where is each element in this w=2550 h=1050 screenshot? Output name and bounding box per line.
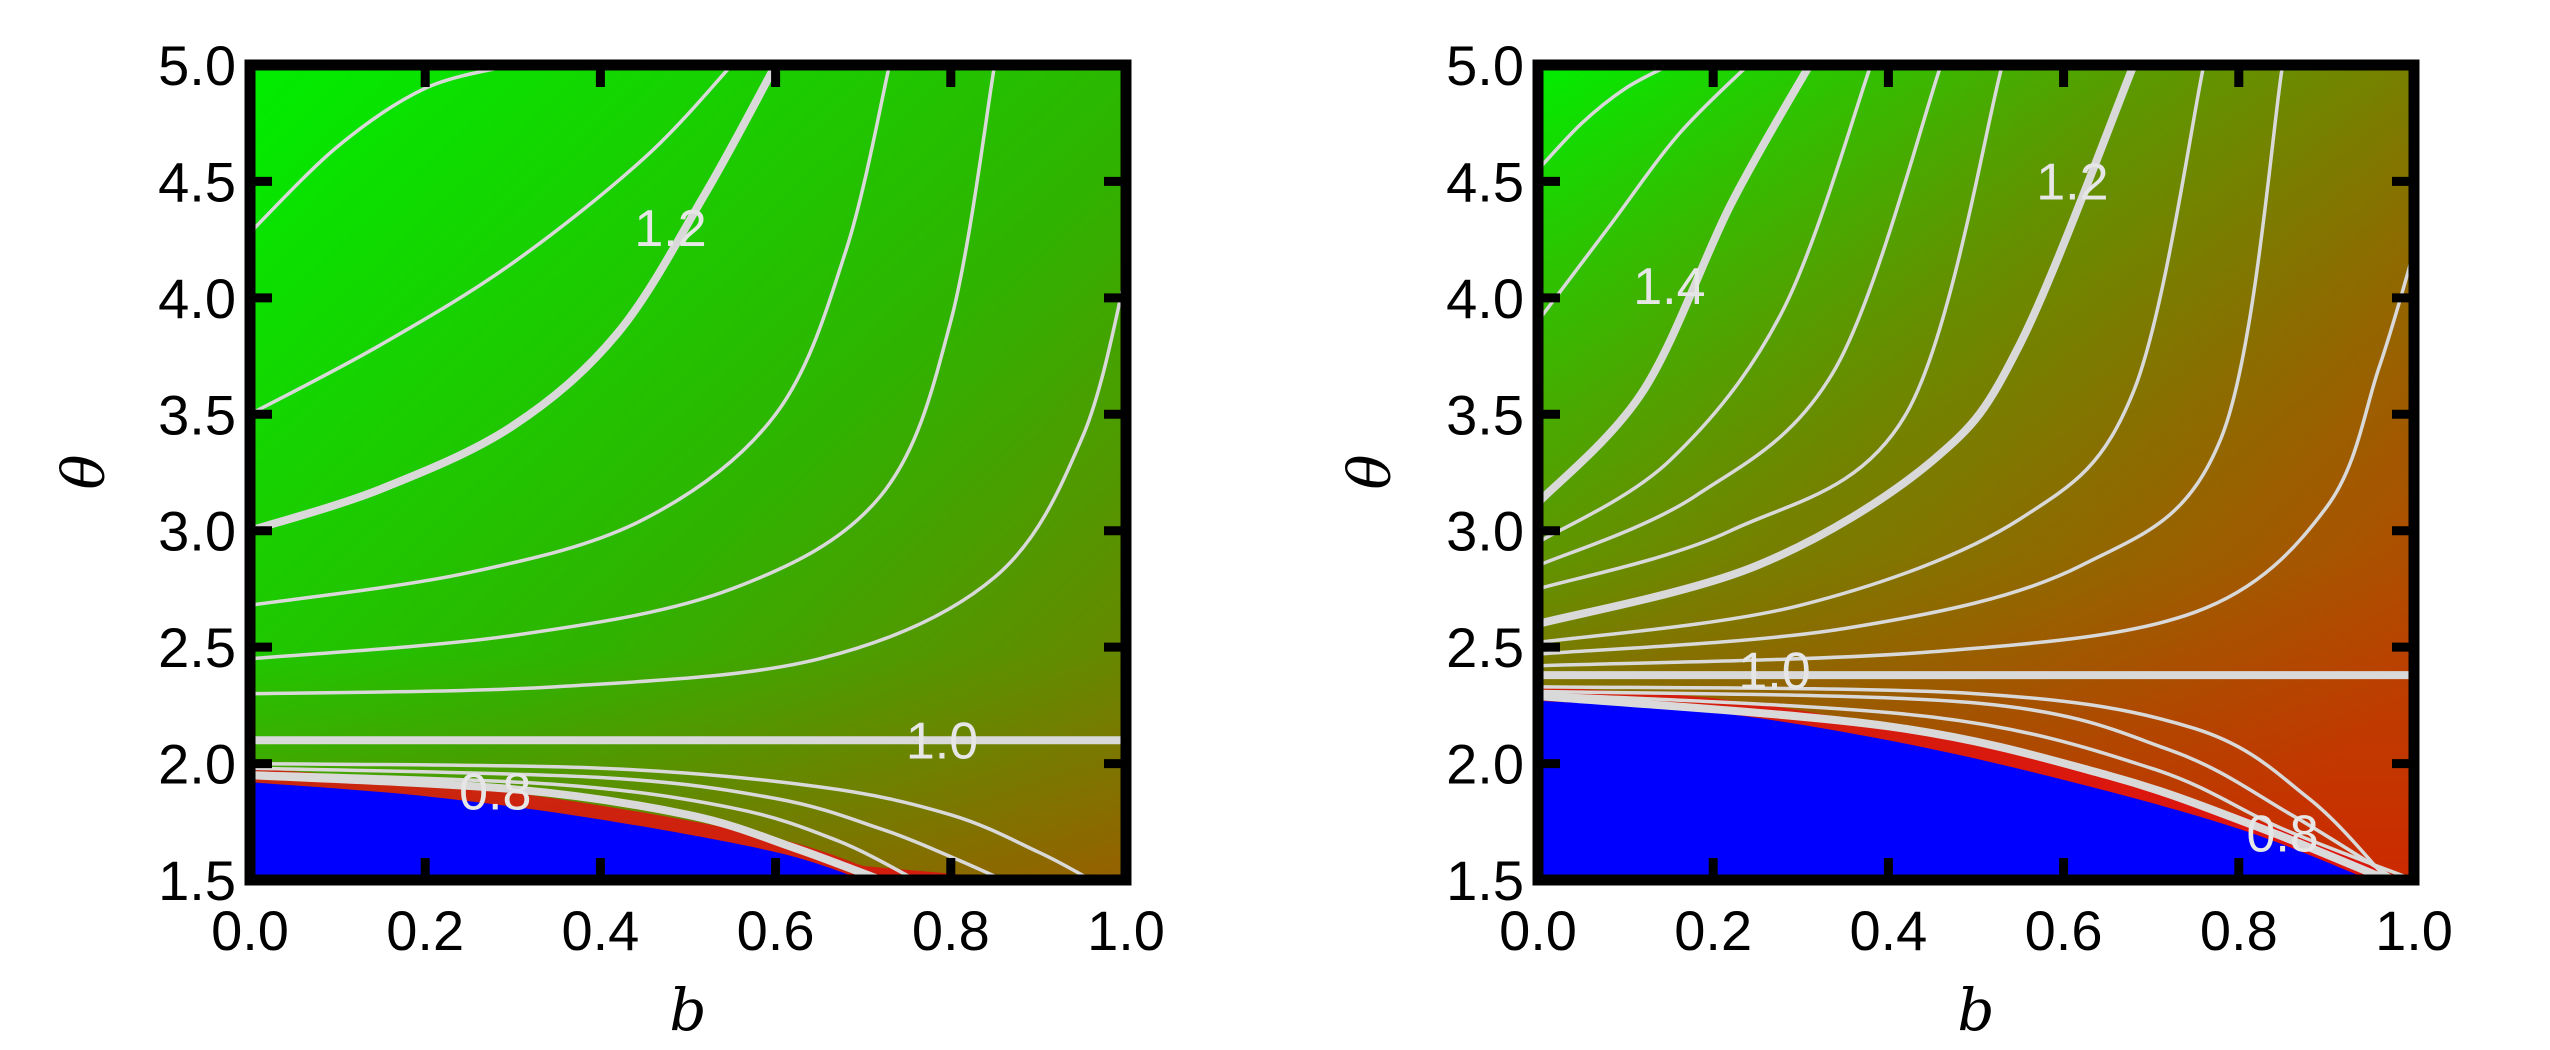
right-contour-line-1-4 (1538, 65, 1814, 507)
right-contour-line-1-35 (1538, 65, 1873, 545)
right-y-tick-label: 4.0 (1446, 267, 1524, 330)
left-contour-line-1-3 (250, 65, 734, 417)
left-y-tick-label: 1.5 (158, 849, 236, 912)
right-x-tick-label: 0.4 (1849, 899, 1927, 962)
left-x-axis-label: b (669, 976, 706, 1044)
left-panel: 1.2 1.0 0.8 0.0 0.2 0.4 0.6 0.8 1.0 1.5 2.0 2.5 3.0… (50, 34, 1165, 1044)
right-contour-line-1-3 (1538, 65, 1943, 568)
right-y-tick-label: 2.0 (1446, 733, 1524, 796)
right-plot-frame (1532, 59, 2420, 886)
right-contour-line-1-5 (1538, 65, 1672, 172)
left-x-tick-label: 0.6 (737, 899, 815, 962)
left-contour-label: 1.2 (634, 200, 706, 258)
right-y-tick-label: 5.0 (1446, 34, 1524, 97)
right-x-axis-label: b (1957, 976, 1994, 1044)
left-y-tick-label: 2.0 (158, 733, 236, 796)
right-contour-line-1-1 (1538, 65, 2285, 656)
right-y-tick-label: 1.5 (1446, 849, 1524, 912)
left-x-tick-label: 0.4 (561, 899, 639, 962)
right-x-tick-label: 0.6 (2025, 899, 2103, 962)
left-contour-line-0-8 (250, 771, 885, 880)
right-x-tick-label: 1.0 (2375, 899, 2453, 962)
right-contour-label: 1.4 (1633, 258, 1705, 316)
right-contour-line-0-85 (1538, 691, 2414, 880)
left-x-tick-label: 0.0 (211, 899, 289, 962)
right-x-tick-label: 0.2 (1674, 899, 1752, 962)
left-y-axis-label: θ (50, 455, 118, 490)
right-contour-line-0-8 (1538, 692, 2392, 880)
left-x-tick-label: 0.8 (912, 899, 990, 962)
left-contour-line-1-1 (250, 65, 997, 661)
right-contour-line-0-9 (1538, 689, 2399, 880)
right-contour-line-1-2 (1538, 65, 2138, 628)
left-x-tick-label: 0.2 (386, 899, 464, 962)
left-contour-line-1-4 (250, 65, 515, 235)
right-contour-label: 0.8 (2246, 805, 2318, 863)
left-contour-line-1-2 (250, 65, 780, 535)
left-contour-line-1-15 (250, 65, 892, 607)
left-blue-region (250, 782, 864, 880)
right-panel: 1.4 1.2 1.0 0.8 0.0 0.2 0.4 0.6 0.8 1.0 1.5 2.0 2.5… (1336, 34, 2453, 1044)
left-y-tick-label: 4.5 (158, 150, 236, 213)
right-contour-line-1-25 (1538, 65, 2005, 591)
right-contour-label: 1.2 (2036, 153, 2108, 211)
right-x-tick-label: 0.0 (1499, 899, 1577, 962)
right-contour-line-1-15 (1538, 65, 2206, 645)
right-contour-line-1-05 (1538, 249, 2414, 668)
right-contour-line-0-95 (1538, 684, 2390, 880)
left-y-tick-label: 2.5 (158, 616, 236, 679)
left-y-tick-label: 3.0 (158, 500, 236, 563)
right-x-tick-label: 0.8 (2200, 899, 2278, 962)
right-contour-label: 1.0 (1738, 642, 1810, 700)
right-y-tick-label: 4.5 (1446, 150, 1524, 213)
left-y-tick-label: 4.0 (158, 267, 236, 330)
left-contour-line-0-85 (250, 771, 918, 880)
left-contour-line-1-05 (250, 272, 1126, 696)
left-y-tick-label: 3.5 (158, 383, 236, 446)
right-blue-region (1538, 700, 2371, 880)
left-y-tick-label: 5.0 (158, 34, 236, 97)
right-y-tick-label: 3.0 (1446, 500, 1524, 563)
left-contour-line-0-95 (250, 761, 1093, 880)
left-contour-line-0-9 (250, 766, 1006, 880)
right-y-axis-label: θ (1336, 455, 1404, 490)
left-contour-label: 1.0 (906, 712, 978, 770)
left-x-tick-label: 1.0 (1087, 899, 1165, 962)
right-contour-line-1-45 (1538, 65, 1750, 323)
right-y-tick-label: 2.5 (1446, 616, 1524, 679)
left-contour-label: 0.8 (459, 764, 531, 822)
left-plot-frame (244, 59, 1132, 886)
right-y-tick-label: 3.5 (1446, 383, 1524, 446)
